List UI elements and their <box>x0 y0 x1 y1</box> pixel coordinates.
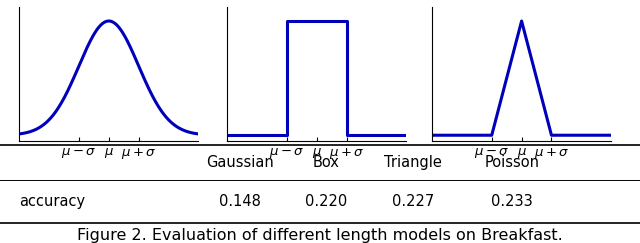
Text: Figure 2. Evaluation of different length models on Breakfast.: Figure 2. Evaluation of different length… <box>77 228 563 243</box>
Text: 0.233: 0.233 <box>491 194 533 209</box>
Text: 0.220: 0.220 <box>305 194 348 209</box>
Text: 0.148: 0.148 <box>219 194 261 209</box>
Text: Poisson: Poisson <box>484 155 540 170</box>
Text: Gaussian: Gaussian <box>206 155 274 170</box>
Text: Box: Box <box>313 155 340 170</box>
Text: 0.227: 0.227 <box>392 194 434 209</box>
Text: accuracy: accuracy <box>19 194 85 209</box>
Text: Triangle: Triangle <box>384 155 442 170</box>
